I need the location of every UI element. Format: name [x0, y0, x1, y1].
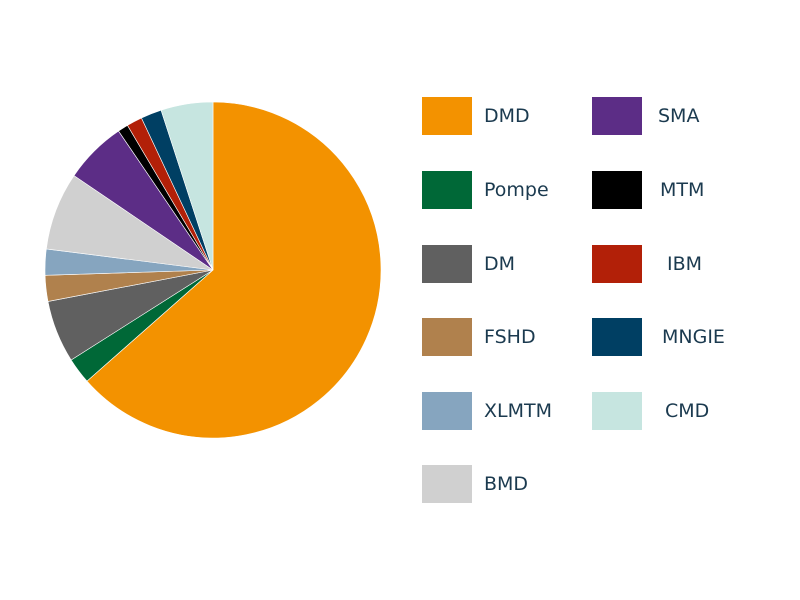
legend-label: DM — [484, 253, 516, 275]
legend-label: CMD — [665, 400, 710, 422]
legend-swatch — [592, 171, 642, 209]
legend-label: XLMTM — [484, 400, 552, 422]
legend-label: DMD — [484, 105, 530, 127]
legend-swatch — [592, 245, 642, 283]
legend-swatch — [592, 392, 642, 430]
legend-label: Pompe — [484, 179, 549, 201]
legend-label: MTM — [660, 179, 705, 201]
pie-slice-dmd — [86, 101, 382, 439]
legend-swatch — [422, 318, 472, 356]
legend-swatch — [592, 97, 642, 135]
legend-label: IBM — [667, 253, 703, 275]
legend-swatch — [422, 392, 472, 430]
legend-label: BMD — [484, 473, 529, 495]
legend-swatch — [422, 97, 472, 135]
legend-label: SMA — [658, 105, 700, 127]
legend-swatch — [592, 318, 642, 356]
legend-label: MNGIE — [662, 326, 725, 348]
pie-slice-cmd — [160, 101, 214, 271]
legend-swatch — [422, 171, 472, 209]
legend-swatch — [422, 245, 472, 283]
legend-label: FSHD — [484, 326, 536, 348]
legend-swatch — [422, 465, 472, 503]
